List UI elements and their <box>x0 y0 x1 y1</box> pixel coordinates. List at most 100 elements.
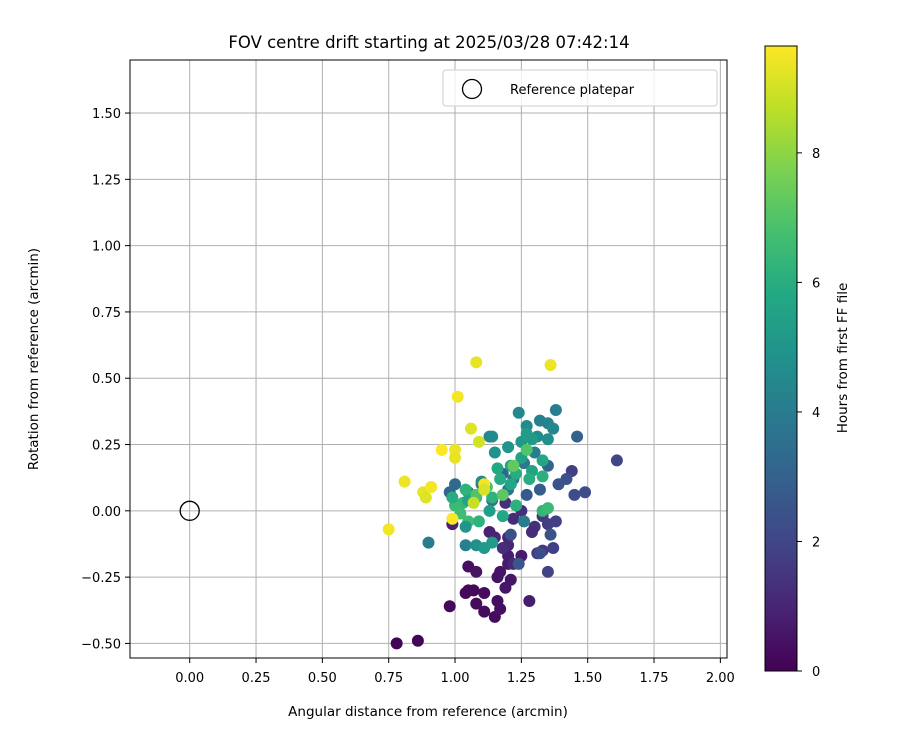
scatter-point <box>547 422 560 435</box>
scatter-point <box>549 404 562 417</box>
colorbar: 0 2 4 6 8 Hours from first FF file <box>764 45 851 680</box>
reference-marker <box>179 500 200 521</box>
x-tick-label: 0.00 <box>175 671 204 686</box>
scatter-point <box>541 565 554 578</box>
scatter-point <box>435 443 448 456</box>
scatter-point <box>512 557 525 570</box>
scatter-point <box>467 584 480 597</box>
colorbar-ticks: 0 2 4 6 8 <box>797 147 820 680</box>
scatter-point <box>541 502 554 515</box>
scatter-point <box>552 478 565 491</box>
x-tick-label: 1.75 <box>640 671 669 686</box>
scatter-points <box>382 356 623 650</box>
scatter-point <box>504 573 517 586</box>
scatter-point <box>443 600 456 613</box>
scatter-point <box>451 390 464 403</box>
reference-platepar-marker <box>179 500 200 521</box>
scatter-point <box>504 478 517 491</box>
scatter-point <box>568 488 581 501</box>
colorbar-label: Hours from first FF file <box>835 283 851 434</box>
scatter-point <box>472 515 485 528</box>
scatter-point <box>502 441 515 454</box>
x-axis-label: Angular distance from reference (arcmin) <box>288 704 568 720</box>
scatter-point <box>470 356 483 369</box>
scatter-point <box>398 475 411 488</box>
scatter-point <box>425 480 438 493</box>
scatter-point <box>544 528 557 541</box>
plot-frame <box>129 59 728 659</box>
scatter-point <box>390 637 403 650</box>
y-axis-ticks: −0.50 −0.25 0.00 0.25 0.50 0.75 1.00 1.25 1.50 <box>81 107 130 652</box>
scatter-point <box>494 565 507 578</box>
scatter-point <box>467 496 480 509</box>
scatter-point <box>459 483 472 496</box>
scatter-point <box>523 594 536 607</box>
scatter-point <box>483 504 496 517</box>
x-tick-label: 1.00 <box>441 671 470 686</box>
y-tick-label: 1.25 <box>92 173 121 188</box>
scatter-point <box>512 406 525 419</box>
scatter-point <box>536 454 549 467</box>
scatter-point <box>496 541 509 554</box>
scatter-point <box>478 587 491 600</box>
scatter-point <box>446 512 459 525</box>
scatter-point <box>523 472 536 485</box>
y-tick-label: −0.25 <box>81 571 121 586</box>
scatter-point <box>446 491 459 504</box>
scatter-point <box>449 478 462 491</box>
scatter-point <box>533 483 546 496</box>
legend-marker-reference <box>461 78 483 100</box>
scatter-point <box>549 515 562 528</box>
colorbar-tick-label: 4 <box>812 406 820 421</box>
scatter-point <box>470 565 483 578</box>
scatter-point <box>533 547 546 560</box>
scatter-point <box>518 515 531 528</box>
y-tick-label: 0.00 <box>92 505 121 520</box>
x-axis-ticks: 0.00 0.25 0.50 0.75 1.00 1.25 1.50 1.75 2.00 <box>175 658 735 686</box>
legend: Reference platepar <box>442 69 718 107</box>
scatter-point <box>459 539 472 552</box>
y-tick-label: −0.50 <box>81 637 121 652</box>
scatter-point <box>449 451 462 464</box>
scatter-point <box>459 520 472 533</box>
colorbar-tick-label: 2 <box>812 535 820 550</box>
scatter-point <box>496 488 509 501</box>
scatter-point <box>541 433 554 446</box>
y-axis-label: Rotation from reference (arcmin) <box>26 248 42 470</box>
plot-area <box>130 60 727 658</box>
scatter-point <box>510 499 523 512</box>
scatter-point <box>494 472 507 485</box>
scatter-point <box>419 491 432 504</box>
y-tick-label: 0.75 <box>92 306 121 321</box>
scatter-point <box>504 528 517 541</box>
scatter-point <box>507 459 520 472</box>
scatter-point <box>486 491 499 504</box>
scatter-point <box>536 470 549 483</box>
scatter-point <box>571 430 584 443</box>
scatter-point <box>610 454 623 467</box>
scatter-point <box>525 526 538 539</box>
y-tick-label: 0.25 <box>92 439 121 454</box>
x-tick-label: 1.50 <box>573 671 602 686</box>
scatter-point <box>470 597 483 610</box>
colorbar-tick-label: 8 <box>812 147 820 162</box>
legend-label-reference: Reference platepar <box>510 83 635 98</box>
legend-box <box>442 69 718 107</box>
scatter-point <box>544 358 557 371</box>
scatter-point <box>491 462 504 475</box>
y-tick-label: 0.50 <box>92 372 121 387</box>
scatter-point <box>382 523 395 536</box>
scatter-point <box>478 605 491 618</box>
x-tick-label: 0.75 <box>374 671 403 686</box>
scatter-point <box>579 486 592 499</box>
scatter-point <box>478 483 491 496</box>
x-tick-label: 1.25 <box>507 671 536 686</box>
scatter-point <box>411 634 424 647</box>
scatter-point <box>486 430 499 443</box>
colorbar-tick-label: 6 <box>812 276 820 291</box>
chart-title: FOV centre drift starting at 2025/03/28 … <box>228 33 629 52</box>
colorbar-tick-label: 0 <box>812 665 820 680</box>
y-tick-label: 1.50 <box>92 107 121 122</box>
scatter-point <box>520 443 533 456</box>
